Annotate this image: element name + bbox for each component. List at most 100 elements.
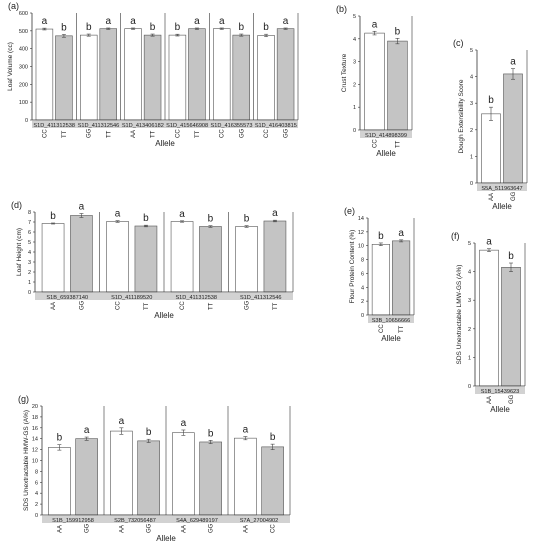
x-axis-title: Allele (381, 334, 401, 343)
bar (35, 28, 54, 121)
significance-letter: b (57, 433, 63, 444)
panel-label: (b) (336, 4, 347, 14)
allele-tick-label: TT (62, 130, 68, 138)
marker-strip (42, 516, 104, 523)
marker-strip (360, 131, 412, 138)
allele-tick-label: CC (175, 129, 181, 138)
allele-tick-label: CC (42, 129, 48, 138)
y-tick-label: 300 (19, 65, 28, 71)
significance-letter: a (398, 228, 404, 239)
allele-tick-label: GG (239, 128, 245, 138)
allele-tick-label: AA (51, 302, 57, 310)
panel-label: (c) (453, 38, 464, 48)
bar (199, 226, 222, 293)
y-tick-label: 8 (35, 469, 38, 475)
significance-letter: a (243, 425, 249, 436)
significance-letter: b (378, 231, 384, 242)
bar (234, 437, 257, 516)
marker-strip (228, 293, 293, 300)
y-tick-label: 8 (361, 258, 364, 264)
y-tick-label: 2 (35, 502, 38, 508)
marker-strip (166, 516, 228, 523)
y-tick-label: 1 (353, 105, 356, 111)
y-tick-label: 0 (28, 290, 31, 296)
bar (392, 240, 411, 316)
allele-tick-label: GG (511, 191, 517, 201)
marker-strip (368, 316, 414, 323)
y-axis-title: Loaf Height (cm) (16, 228, 23, 276)
y-tick-label: 12 (358, 230, 364, 236)
y-tick-label: 4 (361, 285, 364, 291)
allele-tick-label: GG (509, 394, 515, 404)
y-tick-label: 3 (470, 101, 473, 107)
significance-letter: b (270, 432, 276, 443)
significance-letter: b (508, 251, 514, 262)
y-tick-label: 0 (25, 118, 28, 124)
y-tick-label: 4 (35, 491, 38, 497)
significance-letter: b (146, 427, 152, 438)
y-tick-label: 1 (28, 280, 31, 286)
bar (263, 220, 287, 293)
bar (134, 225, 158, 293)
marker-label: S1D_416403815 (255, 123, 297, 129)
significance-letter: a (486, 237, 492, 248)
bar (501, 267, 521, 387)
marker-strip (165, 121, 210, 128)
bar (106, 221, 129, 293)
y-tick-label: 18 (32, 415, 38, 421)
panel-label: (f) (451, 231, 460, 241)
marker-label: S1D_411189520 (111, 295, 152, 301)
bar (261, 446, 284, 516)
allele-tick-label: TT (151, 130, 157, 138)
bar (143, 34, 162, 121)
allele-tick-label: TT (208, 302, 214, 310)
bar (48, 447, 71, 516)
marker-strip (99, 293, 164, 300)
significance-letter: a (130, 16, 136, 27)
marker-label: S3B_10656666 (372, 318, 411, 324)
significance-letter: b (263, 22, 269, 33)
bar (503, 73, 523, 184)
panel-label: (d) (11, 200, 22, 210)
marker-label: S1D_414898399 (365, 133, 407, 139)
y-tick-label: 100 (19, 100, 28, 106)
marker-strip (477, 184, 527, 191)
significance-letter: b (238, 22, 244, 33)
allele-tick-label: TT (144, 302, 150, 310)
marker-label: S1D_411312546 (78, 123, 120, 129)
bar (481, 113, 501, 184)
y-axis-title: Loaf Volume (cc) (7, 42, 14, 91)
y-tick-label: 14 (32, 437, 38, 443)
allele-tick-label: CC (220, 129, 226, 138)
significance-letter: a (272, 208, 278, 219)
significance-letter: a (42, 16, 48, 27)
x-axis-title: Allele (376, 149, 396, 158)
y-tick-label: 5 (28, 240, 31, 246)
significance-letter: b (143, 213, 149, 224)
y-tick-label: 0 (361, 313, 364, 319)
allele-tick-label: TT (395, 140, 401, 148)
y-axis-title: Crust Texture (341, 53, 348, 92)
marker-strip (104, 516, 166, 523)
bar (232, 34, 250, 121)
allele-tick-label: CC (373, 139, 379, 148)
panel-label: (g) (18, 394, 29, 404)
bar (172, 432, 195, 516)
y-tick-label: 2 (470, 128, 473, 134)
marker-strip (76, 121, 121, 128)
allele-tick-label: AA (489, 193, 495, 201)
significance-letter: a (510, 57, 516, 68)
bar (188, 28, 206, 121)
y-tick-label: 10 (32, 459, 38, 465)
marker-strip (228, 516, 290, 523)
bar (124, 28, 142, 121)
marker-label: S1D_411312546 (240, 295, 282, 301)
x-axis-title: Allele (154, 311, 174, 320)
panel-label: (a) (8, 1, 19, 11)
panel-label: (e) (344, 206, 355, 216)
x-axis-title: Allele (490, 405, 510, 414)
significance-letter: a (283, 16, 289, 27)
x-axis-title: Allele (492, 202, 512, 211)
allele-tick-label: AA (487, 396, 493, 404)
